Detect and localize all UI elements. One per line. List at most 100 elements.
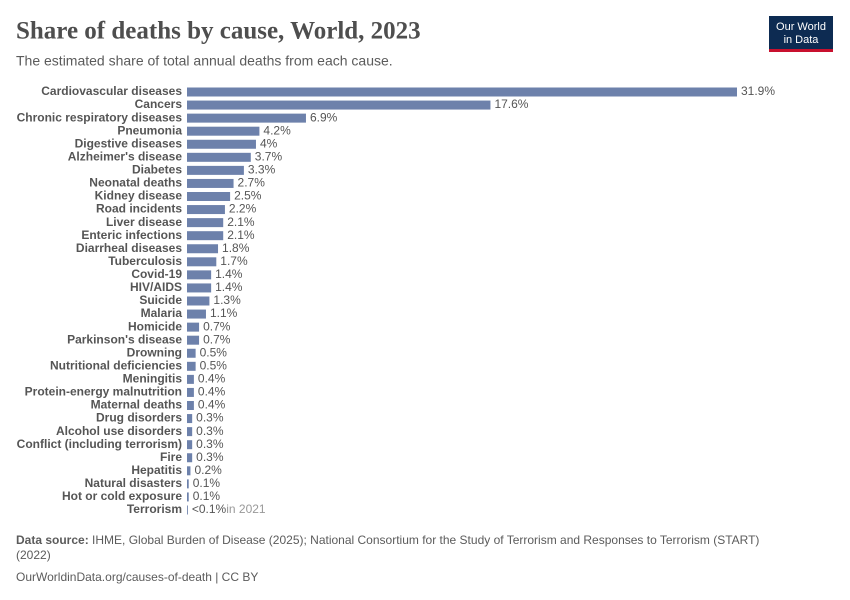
bar <box>187 87 737 97</box>
bar <box>187 257 217 267</box>
category-label: Suicide <box>139 293 182 307</box>
value-label: <0.1% <box>192 502 227 516</box>
category-label: Protein-energy malnutrition <box>25 385 182 399</box>
value-label: 0.5% <box>200 345 228 359</box>
category-label: Malaria <box>141 306 183 320</box>
logo-text: Our World <box>776 21 826 33</box>
category-label: Terrorism <box>127 502 182 516</box>
value-label: 0.5% <box>200 358 228 372</box>
category-label: Diarrheal diseases <box>76 241 182 255</box>
value-label: 0.3% <box>196 424 224 438</box>
category-label: Maternal deaths <box>91 398 183 412</box>
value-label: 0.4% <box>198 372 226 386</box>
chart-title: Share of deaths by cause, World, 2023 <box>16 18 421 45</box>
value-label: 0.3% <box>196 450 224 464</box>
category-label: Liver disease <box>106 215 182 229</box>
bar <box>187 152 251 162</box>
logo[interactable]: Our World in Data <box>769 16 833 52</box>
bar <box>187 348 196 358</box>
bar <box>187 283 212 293</box>
category-label: Tuberculosis <box>108 254 182 268</box>
bar <box>187 322 200 332</box>
value-label: 2.1% <box>227 215 255 229</box>
category-label: Neonatal deaths <box>89 176 182 190</box>
bar <box>187 126 260 136</box>
value-label: 0.7% <box>203 332 231 346</box>
source-cont: (2022) <box>16 548 51 562</box>
chart-subtitle: The estimated share of total annual deat… <box>16 53 393 69</box>
value-label: 2.5% <box>234 189 262 203</box>
category-label: Alcohol use disorders <box>56 424 182 438</box>
bar <box>187 113 306 123</box>
bar <box>187 453 193 463</box>
bar <box>187 270 212 280</box>
category-label: Digestive diseases <box>75 136 183 150</box>
logo-stripe <box>769 49 833 52</box>
bar <box>187 361 196 371</box>
category-label: Chronic respiratory diseases <box>17 110 183 124</box>
value-label: 0.2% <box>194 463 222 477</box>
category-label: Cardiovascular diseases <box>41 84 182 98</box>
bar <box>187 309 206 319</box>
value-label: 0.7% <box>203 319 231 333</box>
bar <box>187 100 491 110</box>
category-label: HIV/AIDS <box>130 280 182 294</box>
source-text: IHME, Global Burden of Disease (2025); N… <box>92 533 759 547</box>
bar <box>187 374 194 384</box>
value-label: 1.8% <box>222 241 250 255</box>
value-label: 1.4% <box>215 280 243 294</box>
source: Data source: IHME, Global Burden of Dise… <box>16 533 759 547</box>
bar <box>187 244 219 254</box>
category-label: Homicide <box>128 319 182 333</box>
annotation: in 2021 <box>226 502 266 516</box>
category-label: Hot or cold exposure <box>62 489 182 503</box>
category-label: Kidney disease <box>95 189 183 203</box>
logo-text: in Data <box>784 34 820 46</box>
footer-url[interactable]: OurWorldinData.org/causes-of-death | CC … <box>16 570 258 584</box>
bar <box>187 492 189 502</box>
value-label: 6.9% <box>310 110 338 124</box>
value-label: 3.7% <box>255 149 283 163</box>
category-label: Nutritional deficiencies <box>50 358 182 372</box>
category-label: Conflict (including terrorism) <box>17 437 182 451</box>
value-label: 3.3% <box>248 163 276 177</box>
bar <box>187 218 224 228</box>
category-label: Meningitis <box>123 372 183 386</box>
category-label: Enteric infections <box>81 228 182 242</box>
bar <box>187 205 225 215</box>
category-label: Pneumonia <box>117 123 182 137</box>
value-label: 0.4% <box>198 385 226 399</box>
bar <box>187 479 189 489</box>
value-label: 2.1% <box>227 228 255 242</box>
bar <box>187 427 193 437</box>
bar <box>187 466 191 476</box>
logo-box <box>769 16 833 50</box>
value-label: 0.3% <box>196 437 224 451</box>
value-label: 31.9% <box>741 84 775 98</box>
value-label: 0.4% <box>198 398 226 412</box>
value-label: 0.1% <box>193 476 221 490</box>
bar <box>187 401 194 410</box>
category-label: Cancers <box>135 97 183 111</box>
bar <box>187 139 256 149</box>
value-label: 1.3% <box>213 293 241 307</box>
bar <box>187 387 194 397</box>
bar <box>187 505 188 515</box>
value-label: 1.4% <box>215 267 243 281</box>
value-label: 4% <box>260 136 278 150</box>
category-label: Drug disorders <box>96 411 182 425</box>
bar <box>187 414 193 424</box>
value-label: 1.1% <box>210 306 238 320</box>
category-label: Natural disasters <box>85 476 183 490</box>
bar <box>187 231 224 241</box>
category-label: Road incidents <box>96 202 182 216</box>
category-label: Diabetes <box>132 163 182 177</box>
value-label: 4.2% <box>263 123 291 137</box>
category-label: Parkinson's disease <box>67 332 182 346</box>
bar <box>187 440 193 450</box>
bar <box>187 335 200 345</box>
source-label: Data source: <box>16 533 89 547</box>
value-label: 0.1% <box>193 489 221 503</box>
